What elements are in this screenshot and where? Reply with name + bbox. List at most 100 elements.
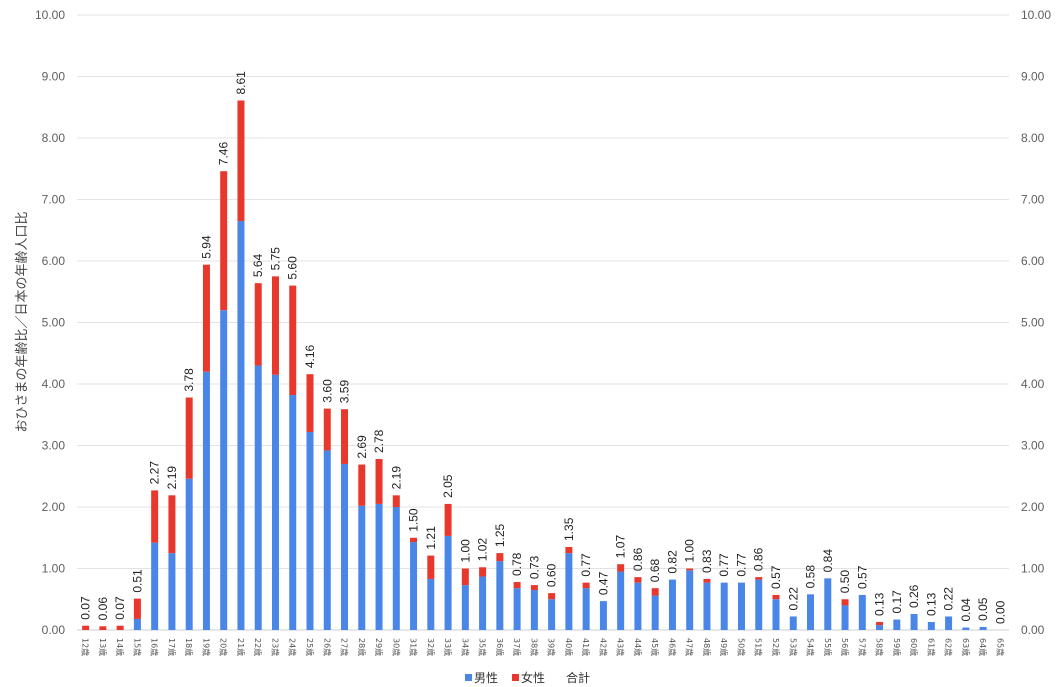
bar-female <box>323 408 331 451</box>
bar-male <box>703 582 711 630</box>
x-tick-label: 52歳 <box>771 638 781 656</box>
data-label: 5.94 <box>199 235 213 259</box>
bar-female <box>479 567 487 577</box>
x-tick-label: 20歳 <box>219 638 229 656</box>
data-label: 0.22 <box>786 587 800 611</box>
data-label: 2.27 <box>148 461 162 485</box>
x-tick-label: 47歳 <box>685 638 695 656</box>
bar-male <box>254 365 262 630</box>
bar-female <box>686 568 694 571</box>
bar-male <box>789 616 797 630</box>
bar-male <box>271 374 279 630</box>
data-label: 1.50 <box>407 508 421 532</box>
bar-female <box>427 555 435 579</box>
x-tick-label: 37歳 <box>512 638 522 656</box>
data-label: 0.57 <box>769 565 783 589</box>
bar-female <box>375 459 383 504</box>
x-tick-label: 24歳 <box>288 638 298 656</box>
x-tick-label: 56歳 <box>840 638 850 656</box>
bar-male <box>910 614 918 630</box>
bar-female <box>220 171 228 311</box>
x-tick-label: 23歳 <box>270 638 280 656</box>
bar-female <box>410 537 418 543</box>
data-label: 0.26 <box>907 584 921 608</box>
x-tick-label: 50歳 <box>736 638 746 656</box>
x-tick-label: 34歳 <box>460 638 470 656</box>
data-label: 3.59 <box>338 380 352 404</box>
bar-male <box>479 576 487 630</box>
x-tick-label: 61歳 <box>926 638 936 656</box>
x-tick-label: 46歳 <box>667 638 677 656</box>
bar-male <box>668 579 676 630</box>
y-tick-label-left: 4.00 <box>42 377 66 391</box>
bar-male <box>807 594 815 630</box>
bar-female <box>185 397 193 479</box>
bar-female <box>237 100 245 222</box>
data-label: 0.07 <box>113 596 127 620</box>
data-label: 7.46 <box>217 142 231 166</box>
x-tick-label: 25歳 <box>305 638 315 656</box>
y-tick-label-right: 5.00 <box>1021 316 1045 330</box>
data-label: 0.47 <box>596 571 610 595</box>
legend-label-total: 合計 <box>566 670 590 685</box>
bar-female <box>582 582 590 589</box>
data-label: 0.17 <box>890 590 904 614</box>
y-tick-label-right: 6.00 <box>1021 254 1045 268</box>
bar-male <box>530 590 538 630</box>
x-tick-label: 65歳 <box>995 638 1005 656</box>
bar-male <box>651 595 659 630</box>
y-tick-label-right: 4.00 <box>1021 377 1045 391</box>
data-label: 0.78 <box>510 552 524 576</box>
data-label: 3.78 <box>182 368 196 392</box>
x-tick-label: 16歳 <box>150 638 160 656</box>
bar-male <box>151 542 159 630</box>
bar-male <box>927 622 935 630</box>
bar-male <box>289 395 297 630</box>
bar-male <box>306 431 314 630</box>
bar-female <box>254 283 262 366</box>
x-tick-label: 43歳 <box>616 638 626 656</box>
bar-female <box>358 464 366 506</box>
y-tick-label-right: 3.00 <box>1021 439 1045 453</box>
bar-male <box>565 553 573 630</box>
legend-swatch-male <box>465 674 472 681</box>
bar-male <box>945 616 953 630</box>
x-tick-label: 38歳 <box>529 638 539 656</box>
y-axis-title: おひさまの年齢比／日本の年齢人口比 <box>15 211 30 432</box>
x-tick-label: 33歳 <box>443 638 453 656</box>
y-tick-label-right: 1.00 <box>1021 562 1045 576</box>
y-tick-label-left: 0.00 <box>42 623 66 637</box>
bar-male <box>824 578 832 630</box>
data-label: 1.00 <box>458 539 472 563</box>
x-tick-label: 59歳 <box>892 638 902 656</box>
y-tick-label-right: 2.00 <box>1021 500 1045 514</box>
data-label: 2.19 <box>389 466 403 490</box>
x-tick-label: 32歳 <box>426 638 436 656</box>
data-label: 2.78 <box>372 429 386 453</box>
x-tick-label: 48歳 <box>702 638 712 656</box>
bar-female <box>271 276 279 375</box>
bar-female <box>392 495 400 507</box>
bar-male <box>202 371 210 630</box>
data-label: 0.73 <box>527 555 541 579</box>
bar-female <box>444 503 452 536</box>
x-tick-label: 60歳 <box>909 638 919 656</box>
bar-female <box>703 578 711 583</box>
data-label: 5.75 <box>268 247 282 271</box>
bar-female <box>841 599 849 606</box>
x-tick-label: 13歳 <box>98 638 108 656</box>
bar-female <box>617 564 625 572</box>
x-tick-label: 15歳 <box>132 638 142 656</box>
data-label: 4.16 <box>303 344 317 368</box>
y-axis-right: 0.00 1.00 2.00 3.00 4.00 5.00 6.00 7.00 8.00 9.00… <box>1021 8 1051 637</box>
bar-male <box>375 503 383 630</box>
data-label: 0.60 <box>545 563 559 587</box>
bar-female <box>772 594 780 600</box>
data-label: 0.13 <box>873 592 887 616</box>
x-tick-label: 36歳 <box>495 638 505 656</box>
bar-male <box>410 542 418 630</box>
x-tick-label: 14歳 <box>115 638 125 656</box>
data-label: 0.77 <box>717 553 731 577</box>
data-label: 1.07 <box>614 535 628 559</box>
